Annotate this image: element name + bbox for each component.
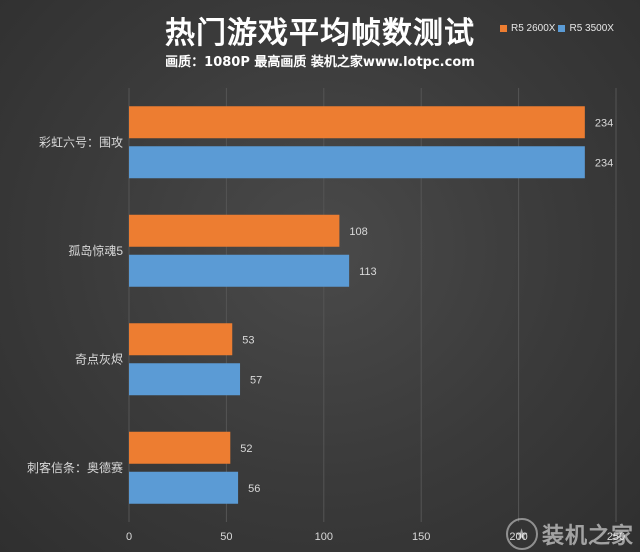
bar-series-1 xyxy=(129,431,231,464)
bar-series-1 xyxy=(129,106,585,139)
y-category-label: 彩虹六号：围攻 xyxy=(39,135,123,149)
star-icon: ★ xyxy=(505,518,538,550)
legend-swatch-series-2 xyxy=(558,25,566,32)
x-tick-label: 250 xyxy=(607,531,625,543)
chart-subtitle: 画质：1080P 最高画质 装机之家www.lotpc.com xyxy=(165,55,475,70)
legend-swatch-series-1 xyxy=(500,25,507,32)
watermark-text: 装机之家 xyxy=(541,524,634,549)
legend-item-series-1: R5 2600X xyxy=(500,23,555,34)
x-tick-label: 0 xyxy=(126,531,132,543)
bar-series-2 xyxy=(129,146,585,179)
y-category-label: 刺客信条：奥德赛 xyxy=(27,460,123,475)
data-label: 234 xyxy=(595,157,613,169)
y-category-label: 奇点灰烬 xyxy=(75,352,123,366)
data-label: 52 xyxy=(240,443,252,455)
bar-series-1 xyxy=(129,323,233,356)
x-tick-label: 100 xyxy=(315,531,333,543)
chart-title: 热门游戏平均帧数测试 xyxy=(165,16,475,51)
data-label: 57 xyxy=(250,374,262,386)
x-tick-label: 150 xyxy=(412,531,430,543)
data-label: 53 xyxy=(242,334,254,346)
data-label: 56 xyxy=(248,483,260,495)
bar-series-2 xyxy=(129,363,241,396)
bar-series-1 xyxy=(129,214,340,247)
bar-series-2 xyxy=(129,254,350,287)
data-label: 113 xyxy=(359,266,377,278)
x-tick-label: 50 xyxy=(220,531,232,543)
watermark: ★ 装机之家 xyxy=(505,518,634,550)
y-category-label: 孤岛惊魂5 xyxy=(68,243,123,258)
legend-item-series-2: R5 3500X xyxy=(558,23,614,34)
data-label: 108 xyxy=(349,226,367,238)
chart-legend: R5 2600X R5 3500X xyxy=(500,23,614,34)
legend-label-series-1: R5 2600X xyxy=(511,23,556,34)
data-label: 234 xyxy=(595,117,613,129)
legend-label-series-2: R5 3500X xyxy=(569,23,614,34)
bar-series-2 xyxy=(129,471,239,504)
